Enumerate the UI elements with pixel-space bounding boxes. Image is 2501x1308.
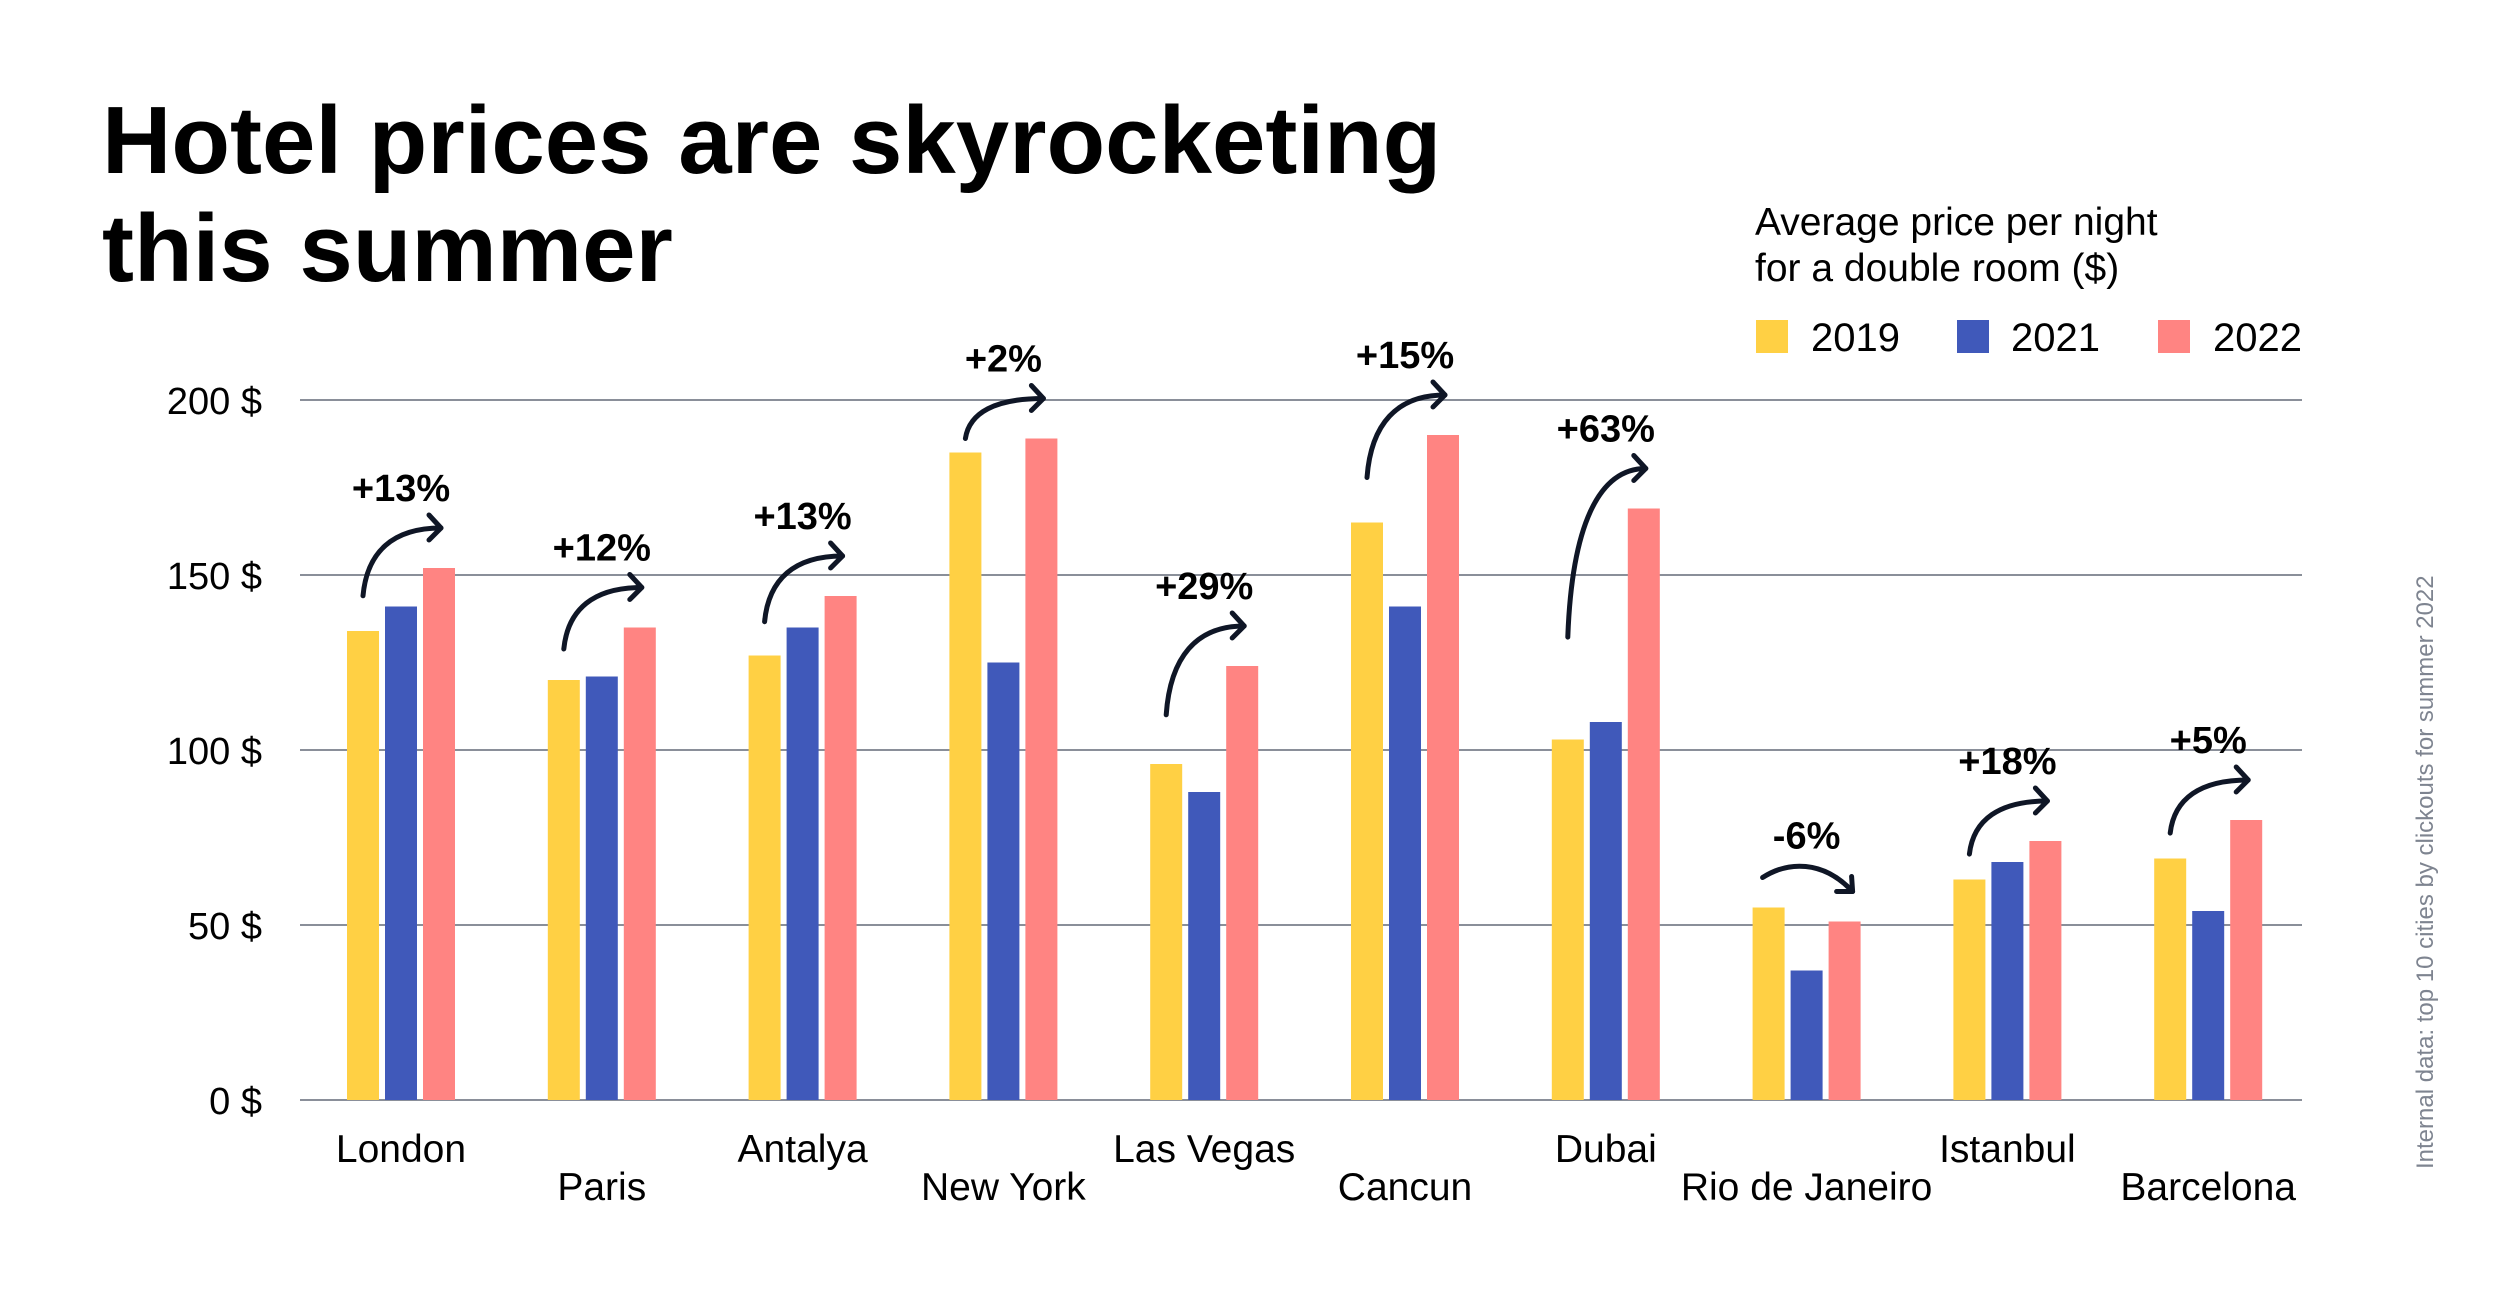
- legend-label-2019: 2019: [1811, 316, 1900, 360]
- change-arrow-icon: [1364, 379, 1448, 480]
- change-label: +15%: [1356, 335, 1454, 377]
- change-label: +2%: [965, 339, 1042, 381]
- bar-group-rio-de-janeiro: [1752, 907, 1861, 1100]
- y-tick-label: 0 $: [209, 1081, 262, 1123]
- bar-2022: [2029, 841, 2062, 1100]
- bar-2021: [987, 662, 1020, 1100]
- bar-2022: [423, 568, 455, 1100]
- legend-label-2021: 2021: [2011, 316, 2100, 360]
- bar-2019: [2154, 858, 2187, 1100]
- bar-2021: [385, 606, 417, 1100]
- y-axis-ticks: 0 $ 50 $ 100 $ 150 $ 200 $: [167, 381, 262, 1123]
- change-arrow-icon: [360, 512, 444, 599]
- change-arrow-icon: [1760, 863, 1856, 894]
- change-label: +18%: [1958, 741, 2056, 783]
- bar-2019: [1551, 739, 1584, 1100]
- x-axis-label: Las Vegas: [1113, 1128, 1295, 1171]
- bar-2022: [1427, 435, 1459, 1100]
- x-axis-label: Paris: [557, 1166, 646, 1209]
- bar-2019: [1351, 522, 1383, 1100]
- legend: 2019 2021 2022: [1756, 316, 2302, 360]
- change-labels: +13% +12% +13% +2% +29% +15% +63% -6% +18% +5%: [352, 335, 2247, 858]
- bar-2021: [2192, 911, 2225, 1100]
- bar-group-antalya: [748, 596, 857, 1100]
- bar-group-las-vegas: [1150, 666, 1259, 1100]
- bar-2021: [1188, 792, 1221, 1100]
- change-arrow-icon: [1966, 785, 2050, 857]
- x-axis-label: Dubai: [1555, 1128, 1657, 1171]
- legend-title-line-2: for a double room ($): [1755, 247, 2119, 290]
- x-axis-label: Barcelona: [2120, 1166, 2296, 1209]
- x-axis-label: Istanbul: [1939, 1128, 2076, 1171]
- change-label: +13%: [352, 468, 450, 510]
- bar-group-istanbul: [1953, 841, 2062, 1100]
- bar-2019: [1953, 879, 1986, 1100]
- change-arrow-icon: [561, 572, 645, 652]
- x-axis-label: New York: [921, 1166, 1086, 1209]
- bar-2022: [1627, 508, 1660, 1100]
- bar-2021: [1589, 722, 1622, 1100]
- bar-2022: [1226, 666, 1259, 1100]
- change-arrow-icon: [2167, 764, 2251, 836]
- change-arrow-icon: [1565, 453, 1649, 640]
- bar-2022: [623, 627, 656, 1100]
- bar-2021: [585, 676, 618, 1100]
- legend-swatch-2021: [1957, 320, 1989, 353]
- legend-label-2022: 2022: [2213, 316, 2302, 360]
- bar-group-paris: [547, 627, 656, 1100]
- bars: [347, 435, 2263, 1100]
- change-arrow-icon: [762, 540, 846, 625]
- bar-2022: [824, 596, 857, 1100]
- change-label: -6%: [1773, 816, 1841, 858]
- bar-2019: [1150, 764, 1183, 1100]
- change-arrow-icon: [1163, 610, 1247, 718]
- y-tick-label: 150 $: [167, 556, 262, 598]
- bar-2022: [1025, 438, 1058, 1100]
- bar-group-barcelona: [2154, 820, 2263, 1100]
- legend-title-line-1: Average price per night: [1755, 201, 2158, 244]
- bar-2022: [1828, 921, 1861, 1100]
- x-axis-label: Cancun: [1338, 1166, 1472, 1209]
- bar-2019: [547, 680, 580, 1100]
- x-axis-label: Rio de Janeiro: [1681, 1166, 1932, 1209]
- chart-title-line-1: Hotel prices are skyrocketing: [102, 87, 1441, 194]
- bar-group-cancun: [1351, 435, 1459, 1100]
- x-axis-label: Antalya: [738, 1128, 868, 1171]
- bar-2021: [1389, 606, 1421, 1100]
- x-axis-label: London: [336, 1128, 466, 1171]
- x-axis-labels: London Paris Antalya New York Las Vegas Cancu…: [336, 1128, 2296, 1209]
- legend-swatch-2022: [2158, 320, 2190, 353]
- change-arrows: [360, 379, 2251, 894]
- bar-2022: [2230, 820, 2263, 1100]
- change-label: +13%: [753, 496, 851, 538]
- bar-2021: [1991, 862, 2024, 1100]
- chart-title-line-2: this summer: [102, 195, 673, 302]
- change-label: +29%: [1155, 566, 1253, 608]
- bar-2019: [748, 655, 781, 1100]
- bar-2021: [1790, 970, 1823, 1100]
- bar-2019: [347, 631, 379, 1100]
- bar-2019: [1752, 907, 1785, 1100]
- bar-group-new-york: [949, 438, 1058, 1100]
- bar-group-dubai: [1551, 508, 1660, 1100]
- change-label: +5%: [2170, 720, 2247, 762]
- change-label: +63%: [1557, 409, 1655, 451]
- y-tick-label: 100 $: [167, 731, 262, 773]
- bar-group-london: [347, 568, 455, 1100]
- y-tick-label: 50 $: [188, 906, 262, 948]
- change-label: +12%: [553, 528, 651, 570]
- y-tick-label: 200 $: [167, 381, 262, 423]
- bar-2019: [949, 452, 982, 1100]
- bar-2021: [786, 627, 819, 1100]
- legend-swatch-2019: [1756, 320, 1788, 353]
- source-note: Internal data: top 10 cities by clickout…: [2412, 575, 2439, 1169]
- change-arrow-icon: [962, 383, 1046, 441]
